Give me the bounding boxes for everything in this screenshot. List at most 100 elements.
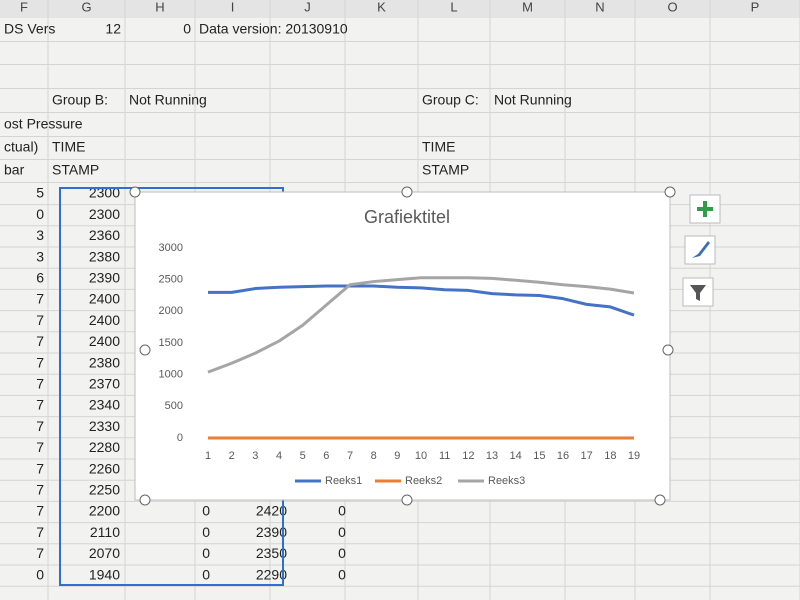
- y-tick-label: 0: [177, 432, 183, 444]
- cell: 2400: [89, 333, 120, 349]
- x-tick-label: 7: [347, 450, 353, 462]
- cell: 7: [36, 376, 44, 392]
- cell: 7: [36, 397, 44, 413]
- y-tick-label: 2000: [159, 305, 183, 317]
- cell: 6: [36, 270, 44, 286]
- cell: 3: [36, 227, 44, 243]
- cell: 2250: [89, 482, 120, 498]
- cell: 7: [36, 312, 44, 328]
- chart-buttons: [682, 194, 721, 307]
- cell: 2070: [89, 545, 120, 561]
- cell: 2350: [256, 545, 287, 561]
- x-tick-label: 4: [276, 450, 282, 462]
- cell: 2300: [89, 206, 120, 222]
- cell: 2370: [89, 376, 120, 392]
- cell: 0: [36, 566, 44, 582]
- column-header: O: [667, 0, 677, 14]
- cell: 0: [202, 566, 210, 582]
- cell: 0: [202, 503, 210, 519]
- cell: 7: [36, 545, 44, 561]
- cell: 0: [36, 206, 44, 222]
- cell: 7: [36, 482, 44, 498]
- cell: STAMP: [52, 162, 99, 178]
- cell: 0: [202, 524, 210, 540]
- cell: 2110: [90, 524, 120, 540]
- cell: 12: [105, 21, 121, 37]
- x-tick-label: 1: [205, 450, 211, 462]
- cell: 0: [338, 503, 346, 519]
- chart-area[interactable]: [134, 191, 671, 501]
- plus-icon: [697, 201, 713, 217]
- cell: 7: [36, 354, 44, 370]
- series-line: [207, 276, 635, 374]
- cell: 2400: [89, 291, 120, 307]
- cell: Not Running: [129, 92, 207, 108]
- cell: 2380: [89, 354, 120, 370]
- column-header: L: [450, 0, 457, 14]
- column-header: F: [20, 0, 28, 14]
- legend-label: Reeks1: [325, 475, 362, 487]
- column-header: H: [155, 0, 164, 14]
- x-tick-label: 14: [510, 450, 522, 462]
- x-tick-label: 19: [628, 450, 640, 462]
- cell: 2200: [89, 503, 120, 519]
- column-header: K: [377, 0, 386, 14]
- legend-label: Reeks2: [405, 475, 442, 487]
- cell: 0: [338, 545, 346, 561]
- cell: Group C:: [422, 92, 479, 108]
- cell: 7: [36, 503, 44, 519]
- cell: 2400: [89, 312, 120, 328]
- y-tick-label: 1500: [159, 337, 183, 349]
- cell: TIME: [422, 139, 455, 155]
- column-header: J: [304, 0, 311, 14]
- cell: 2340: [89, 397, 120, 413]
- x-tick-label: 17: [581, 450, 593, 462]
- column-header: G: [81, 0, 91, 14]
- cell: STAMP: [422, 162, 469, 178]
- cell: 2290: [256, 566, 287, 582]
- column-header: P: [751, 0, 760, 14]
- column-header: N: [595, 0, 604, 14]
- x-tick-label: 9: [394, 450, 400, 462]
- x-tick-label: 15: [533, 450, 545, 462]
- legend-label: Reeks3: [488, 475, 525, 487]
- cell: ost Pressure: [4, 116, 83, 132]
- cell: 0: [183, 21, 191, 37]
- x-tick-label: 8: [371, 450, 377, 462]
- brush-icon: [692, 241, 710, 258]
- column-header: I: [231, 0, 235, 14]
- column-header-band: [0, 0, 800, 18]
- cell: bar: [4, 162, 25, 178]
- chart-title: Grafiektitel: [364, 207, 450, 227]
- cell: 7: [36, 524, 44, 540]
- cell: 0: [338, 566, 346, 582]
- cell: 2390: [256, 524, 287, 540]
- filter-icon: [690, 285, 706, 301]
- cell: 2260: [89, 460, 120, 476]
- x-tick-label: 18: [604, 450, 616, 462]
- y-tick-label: 1000: [159, 369, 183, 381]
- x-tick-label: 16: [557, 450, 569, 462]
- cell: 2280: [89, 439, 120, 455]
- cell: Not Running: [494, 92, 572, 108]
- y-tick-label: 2500: [159, 274, 183, 286]
- cell: 7: [36, 460, 44, 476]
- cell: 0: [202, 545, 210, 561]
- x-tick-label: 3: [252, 450, 258, 462]
- cell: 5: [36, 185, 44, 201]
- x-tick-label: 12: [462, 450, 474, 462]
- y-tick-label: 3000: [159, 242, 183, 254]
- x-tick-label: 5: [300, 450, 306, 462]
- cell: 0: [338, 524, 346, 540]
- x-tick-label: 6: [323, 450, 329, 462]
- cell: TIME: [52, 139, 85, 155]
- x-tick-label: 10: [415, 450, 427, 462]
- cell: ctual): [4, 139, 38, 155]
- cell: DS Vers: [4, 21, 55, 37]
- style-button[interactable]: [684, 235, 716, 265]
- cell: 2380: [89, 248, 120, 264]
- x-tick-label: 2: [229, 450, 235, 462]
